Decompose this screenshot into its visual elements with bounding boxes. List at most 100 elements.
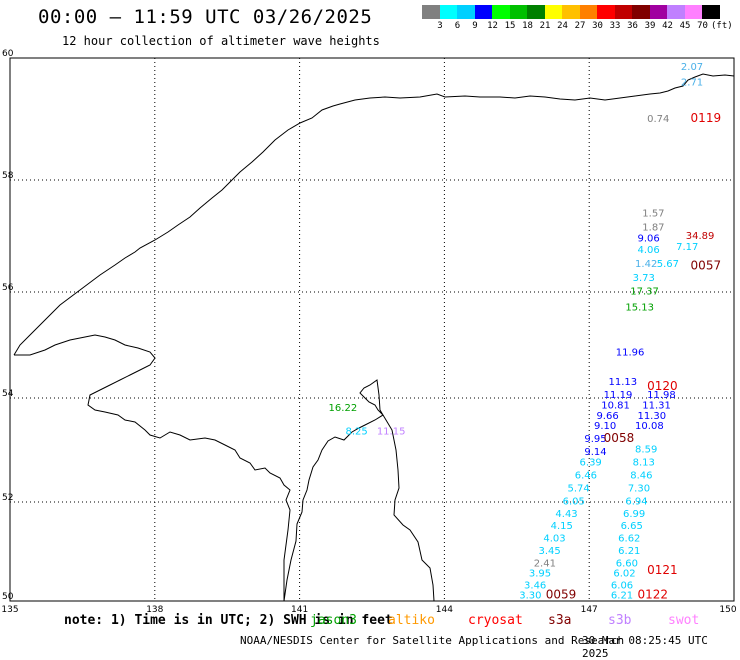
color-swatch — [474, 5, 492, 19]
wave-height-label: 2.71 — [681, 77, 703, 88]
wave-height-label: 0.74 — [647, 114, 669, 125]
pass-id-label: 0059 — [546, 588, 577, 602]
color-scale-label: 15 — [504, 21, 516, 31]
wave-height-label: 9.10 — [594, 421, 616, 432]
wave-height-label: 6.21 — [611, 591, 633, 602]
wave-height-label: 6.02 — [613, 568, 635, 579]
wave-height-label: 17.37 — [630, 287, 659, 298]
wave-height-label: 2.41 — [534, 558, 556, 569]
wave-height-label: 5.74 — [567, 484, 589, 495]
color-scale-label: 12 — [487, 21, 498, 31]
wave-height-label: 6.62 — [618, 534, 640, 545]
color-swatch — [492, 5, 510, 19]
color-scale-label: 42 — [662, 21, 673, 31]
color-scale-label: 39 — [644, 21, 656, 31]
wave-height-label: 4.15 — [551, 521, 573, 532]
color-swatch — [562, 5, 580, 19]
wave-height-label: 6.99 — [623, 509, 645, 520]
color-swatch — [439, 5, 457, 19]
coastline — [14, 334, 291, 601]
legend-altiko: altiko — [388, 613, 435, 628]
wave-height-label: 6.94 — [625, 496, 647, 507]
pass-id-label: 0122 — [637, 588, 668, 602]
wave-height-label: 4.03 — [543, 534, 565, 545]
lat-tick-label: 60 — [2, 49, 14, 59]
wave-height-label: 3.73 — [633, 273, 655, 284]
axis-tick-labels: 135 138 141 144 147 150 60 58 56 54 52 50 — [1, 49, 736, 615]
wave-height-label: 6.65 — [621, 521, 643, 532]
page-title: 00:00 – 11:59 UTC 03/26/2025 — [38, 6, 373, 28]
color-scale-label: 18 — [522, 21, 533, 31]
color-scale-bar — [422, 5, 720, 19]
pass-id-label: 0057 — [691, 259, 722, 273]
wave-height-label: 3.45 — [539, 546, 561, 557]
color-swatch — [422, 5, 440, 19]
color-scale-label: 21 — [539, 21, 551, 31]
wave-height-label: 4.06 — [637, 245, 659, 256]
wave-height-label: 9.06 — [637, 234, 659, 245]
wave-height-label: 8.46 — [630, 471, 652, 482]
lon-tick-label: 135 — [1, 605, 18, 615]
legend-jason3: jason3 — [310, 613, 357, 628]
wave-height-label: 6.05 — [563, 496, 585, 507]
map-frame — [9, 57, 735, 602]
wave-height-label: 6.06 — [611, 581, 633, 592]
color-swatch — [509, 5, 527, 19]
color-scale-label: 33 — [609, 21, 621, 31]
color-swatch — [667, 5, 685, 19]
wave-height-label: 4.43 — [555, 509, 577, 520]
coastline — [13, 73, 735, 356]
lat-tick-label: 58 — [2, 171, 14, 181]
color-swatch — [527, 5, 545, 19]
legend-cryosat: cryosat — [468, 613, 523, 628]
wave-height-label: 7.30 — [628, 484, 650, 495]
color-swatch — [457, 5, 475, 19]
wave-height-label: 7.17 — [676, 242, 698, 253]
pass-id-label: 0121 — [647, 563, 678, 577]
wave-height-label: 6.21 — [618, 546, 640, 557]
wave-height-label: 2.07 — [681, 62, 703, 73]
lat-tick-label: 52 — [2, 493, 13, 503]
wave-height-label: 15.13 — [625, 303, 654, 314]
lon-tick-label: 141 — [291, 605, 308, 615]
color-scale-label: 45 — [679, 21, 691, 31]
color-scale-label: 24 — [557, 21, 568, 31]
color-scale-label: 36 — [627, 21, 638, 31]
color-scale-label: 6 — [454, 21, 461, 31]
wave-height-label: 9.14 — [584, 447, 606, 458]
color-scale-label: 70 — [697, 21, 708, 31]
wave-height-label: 11.13 — [609, 377, 638, 388]
legend-s3a: s3a — [548, 613, 572, 628]
wave-height-label: 6.39 — [580, 458, 602, 469]
pass-id-label: 0058 — [604, 431, 635, 445]
wave-height-label: 3.30 — [519, 591, 541, 602]
wave-height-readings: 2.07 2.71 0.74 1.57 1.879.064.06 1.42 3.73 17.3… — [329, 62, 715, 601]
coastline — [283, 379, 435, 602]
pass-id-label: 0120 — [647, 379, 678, 393]
wave-height-label: 1.57 — [642, 208, 664, 219]
wave-height-label: 8.59 — [635, 445, 657, 456]
color-swatch — [649, 5, 667, 19]
footer-note: note: 1) Time is in UTC; 2) SWH is in fe… — [64, 613, 393, 628]
color-scale-label: 3 — [437, 21, 443, 31]
pass-id-label: 0119 — [691, 111, 722, 125]
wave-height-label: 1.87 — [642, 222, 664, 233]
lat-lon-grid — [10, 58, 734, 601]
wave-height-label: 3.95 — [529, 568, 551, 579]
lat-tick-label: 50 — [2, 592, 14, 602]
wave-height-label: 11.30 — [637, 411, 666, 422]
lat-tick-label: 56 — [2, 283, 14, 293]
wave-height-label: 11.98 — [647, 390, 676, 401]
wave-height-label: 11.19 — [604, 390, 633, 401]
color-swatch — [632, 5, 650, 19]
generated-timestamp: 30 Mar 08:25:45 UTC 2025 — [582, 634, 708, 660]
wave-height-label: 8.25 — [345, 426, 367, 437]
wave-height-label: 11.31 — [642, 400, 671, 411]
lon-tick-label: 144 — [436, 605, 453, 615]
legend-swot: swot — [668, 613, 700, 628]
wave-height-label: 5.67 — [657, 259, 679, 270]
wave-height-label: 6.60 — [616, 558, 638, 569]
credit-line: NOAA/NESDIS Center for Satellite Applica… — [240, 634, 625, 647]
color-swatch — [702, 5, 720, 19]
